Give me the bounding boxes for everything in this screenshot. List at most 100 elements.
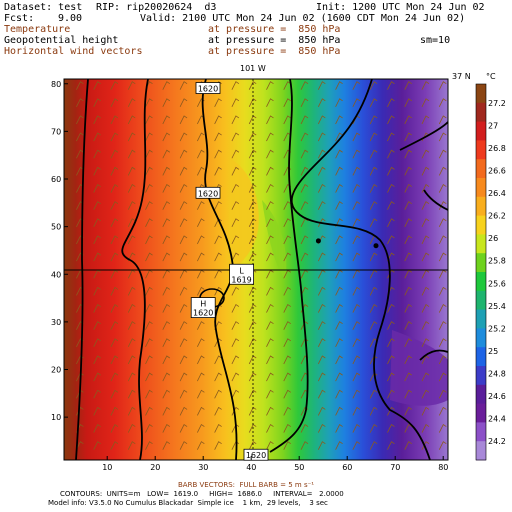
wind-barb xyxy=(438,286,447,296)
wind-barb xyxy=(352,389,361,399)
wind-barb xyxy=(352,98,361,107)
wind-barb xyxy=(248,98,257,107)
wind-barb xyxy=(231,338,240,348)
wind-barb xyxy=(231,201,240,210)
wind-barb xyxy=(179,201,188,210)
wind-barb xyxy=(438,218,447,228)
wind-barb xyxy=(404,149,412,159)
wind-barb xyxy=(300,423,309,433)
wind-barb xyxy=(421,338,430,348)
wind-barb xyxy=(387,372,395,382)
colorbar-swatch xyxy=(476,347,486,367)
wind-barb xyxy=(369,98,378,107)
wind-barb xyxy=(162,98,171,107)
wind-barb xyxy=(335,235,343,245)
colorbar-label: 26.4 xyxy=(488,189,506,198)
wind-barb xyxy=(300,441,309,450)
wind-barb xyxy=(317,441,326,450)
wind-barb xyxy=(317,423,326,433)
low-center-value: 1619 xyxy=(231,275,251,284)
contour-line xyxy=(419,349,449,361)
contour-line xyxy=(121,78,149,461)
wind-barb xyxy=(387,149,395,159)
wind-barb xyxy=(162,303,171,313)
wind-barb xyxy=(335,201,343,210)
wind-barb xyxy=(76,81,84,90)
wind-barb xyxy=(162,286,171,296)
wind-barb xyxy=(127,389,136,399)
wind-barb xyxy=(145,355,153,365)
wind-barb xyxy=(266,355,274,365)
wind-barb xyxy=(214,166,222,176)
wind-barb xyxy=(162,372,171,382)
wind-barb xyxy=(110,115,119,125)
wind-barb xyxy=(404,132,412,142)
contour-line xyxy=(269,78,309,453)
low-center-box xyxy=(229,263,255,285)
wind-barb xyxy=(335,423,343,433)
wind-barb xyxy=(179,389,188,399)
wind-barb xyxy=(110,338,119,348)
wind-barb xyxy=(404,406,412,416)
wind-barb xyxy=(438,355,447,365)
x-tick-label: 10 xyxy=(102,463,112,472)
wind-barb xyxy=(145,423,153,433)
wind-barb xyxy=(231,406,240,416)
wind-barb xyxy=(266,286,274,296)
wind-barb xyxy=(110,166,119,176)
wind-barb xyxy=(76,149,84,159)
wind-barb xyxy=(352,149,361,159)
wind-barb xyxy=(145,372,153,382)
wind-barb xyxy=(179,81,188,90)
wind-barb xyxy=(369,218,378,228)
wind-barb xyxy=(335,406,343,416)
height-contours xyxy=(75,78,449,461)
wind-barb xyxy=(266,166,274,176)
wind-barb xyxy=(352,355,361,365)
wind-barb xyxy=(438,166,447,176)
wind-barb xyxy=(283,372,291,382)
contour-line xyxy=(290,78,431,461)
colorbar-swatch xyxy=(476,178,486,198)
wind-barb xyxy=(404,286,412,296)
wind-barb xyxy=(421,423,430,433)
wind-barb xyxy=(197,406,205,416)
wind-barb xyxy=(145,338,153,348)
wind-barb xyxy=(127,338,136,348)
wind-barb xyxy=(300,166,309,176)
wind-barb xyxy=(266,149,274,159)
wind-barb xyxy=(404,183,412,193)
wind-barb xyxy=(317,132,326,142)
wind-barb xyxy=(300,252,309,262)
wind-barb xyxy=(197,372,205,382)
wind-barb xyxy=(335,149,343,159)
wind-barb xyxy=(110,372,119,382)
wind-barb xyxy=(145,389,153,399)
wind-barb xyxy=(266,132,274,142)
wind-barb xyxy=(335,286,343,296)
wind-barb xyxy=(214,235,222,245)
wind-barb xyxy=(197,132,205,142)
wind-barb xyxy=(162,81,171,90)
wind-barb xyxy=(438,235,447,245)
wind-barb xyxy=(214,441,222,450)
wind-barb xyxy=(283,98,291,107)
wind-barb xyxy=(127,286,136,296)
wind-barb xyxy=(214,149,222,159)
wind-barb xyxy=(145,166,153,176)
wind-barb xyxy=(421,252,430,262)
colorbar-label: 24.2 xyxy=(488,437,506,446)
high-center-letter: H xyxy=(200,300,206,309)
wind-barb xyxy=(404,303,412,313)
wind-barb xyxy=(404,252,412,262)
wind-barb xyxy=(179,286,188,296)
wind-barb xyxy=(93,81,101,90)
wind-barb xyxy=(369,132,378,142)
wind-barb xyxy=(387,303,395,313)
wind-barb xyxy=(335,115,343,125)
wind-barb xyxy=(214,372,222,382)
wind-barb xyxy=(179,252,188,262)
wind-barb xyxy=(283,441,291,450)
field-wind-pressure: at pressure = 850 hPa xyxy=(208,46,341,57)
